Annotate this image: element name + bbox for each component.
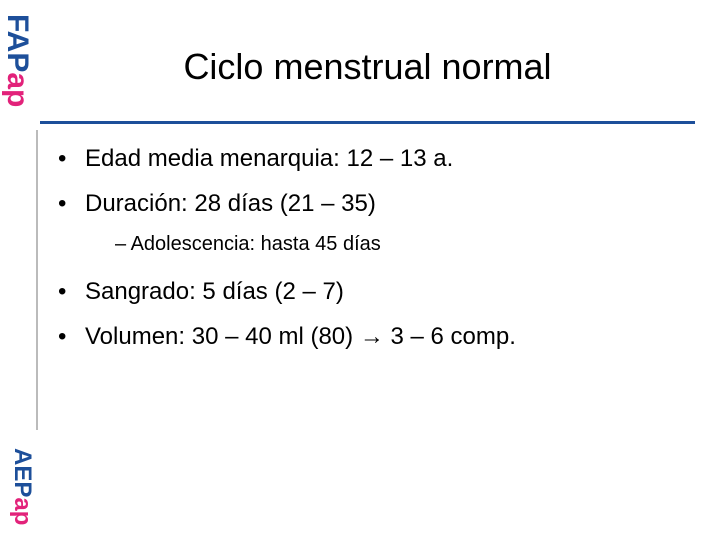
bullet-item: • Volumen: 30 – 40 ml (80) → 3 – 6 comp. <box>58 323 516 351</box>
logo-top-part: ap <box>1 72 34 108</box>
bullet-item: • Duración: 28 días (21 – 35) <box>58 190 376 218</box>
sidebar-rule <box>36 130 38 430</box>
sub-bullet-item: – Adolescencia: hasta 45 días <box>115 233 381 256</box>
bullet-text: Sangrado: 5 días (2 – 7) <box>85 278 344 305</box>
bullet-marker: • <box>58 190 67 217</box>
sub-bullet-text: Adolescencia: hasta 45 días <box>130 233 381 255</box>
bullet-text: Volumen: 30 – 40 ml (80) → 3 – 6 comp. <box>85 323 516 350</box>
logo-bottom: AEPap <box>8 448 36 525</box>
logo-top-part: FAP <box>1 14 34 73</box>
bullet-item: • Edad media menarquia: 12 – 13 a. <box>58 145 453 173</box>
bullet-marker: • <box>58 323 67 350</box>
bullet-text: Edad media menarquia: 12 – 13 a. <box>85 145 454 172</box>
slide-title: Ciclo menstrual normal <box>183 46 552 87</box>
bullet-marker: • <box>58 145 67 172</box>
title-rule <box>40 121 695 124</box>
logo-bottom-part: AEP <box>9 448 36 498</box>
sub-bullet-marker: – <box>115 233 131 255</box>
bullet-text: Duración: 28 días (21 – 35) <box>85 190 376 217</box>
logo-top: FAPap <box>0 14 34 107</box>
bullet-item: • Sangrado: 5 días (2 – 7) <box>58 278 344 306</box>
logo-bottom-part: ap <box>9 497 36 526</box>
bullet-marker: • <box>58 278 67 305</box>
